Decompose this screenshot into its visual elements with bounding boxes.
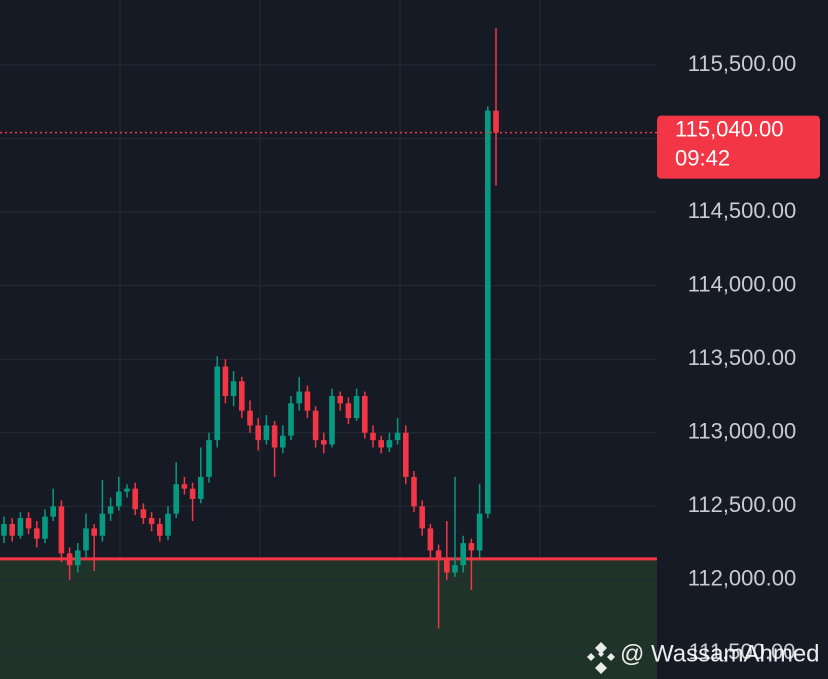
candle-body [25, 518, 32, 529]
candle-body [83, 528, 89, 551]
candle-body [140, 509, 147, 519]
candle-body [288, 403, 294, 436]
candle-body [444, 557, 450, 573]
candle-body [353, 395, 360, 419]
candle-body [386, 440, 393, 448]
candle-body [66, 553, 73, 566]
candle-body [99, 513, 106, 536]
y-tick-label: 114,000.00 [688, 271, 796, 296]
candle-body [427, 528, 434, 551]
candle-body [165, 513, 171, 536]
candle-body [329, 395, 335, 445]
candle-body [132, 488, 138, 510]
candle-body [493, 110, 499, 133]
candle-body [280, 435, 286, 448]
last-price-box [657, 115, 820, 179]
support-zone [0, 558, 657, 679]
candle-body [394, 432, 401, 441]
candle-body [345, 403, 352, 419]
candle-body [304, 391, 311, 411]
candle-body [50, 506, 56, 517]
candle-body [476, 513, 483, 551]
candle-body [42, 516, 48, 539]
candle-body [435, 550, 442, 558]
candle-body [181, 484, 188, 489]
candle-body [214, 366, 220, 441]
y-tick-label: 113,000.00 [688, 419, 796, 444]
candle-body [337, 395, 343, 404]
candle-body [189, 488, 196, 499]
y-tick-label: 114,500.00 [688, 198, 796, 223]
candle-body [312, 410, 319, 441]
candle-body [230, 381, 237, 396]
candle-body [411, 476, 417, 507]
candle-body [116, 491, 122, 507]
watermark-logo [587, 642, 615, 674]
candle-body [271, 425, 278, 448]
candle-body [157, 523, 163, 536]
candle-body [198, 476, 204, 499]
candle-body [460, 543, 466, 566]
candle-body [1, 523, 7, 536]
candle-body [58, 506, 65, 554]
candle-body [255, 425, 261, 441]
candle-body [222, 366, 229, 396]
candle-body [263, 425, 270, 441]
candle-body [206, 440, 212, 477]
y-tick-label: 113,500.00 [688, 345, 796, 370]
candle-body [239, 381, 245, 411]
candle-body [362, 395, 368, 433]
watermark: @ WassamAhmed [587, 640, 820, 674]
candle-body [9, 523, 15, 536]
candle-body [124, 488, 130, 492]
countdown-label: 09:42 [675, 145, 730, 170]
candle-body [17, 518, 24, 536]
y-tick-label: 115,500.00 [688, 51, 796, 76]
candle-body [75, 550, 81, 566]
candle-body [296, 391, 302, 404]
candle-body [403, 432, 409, 477]
candle-body [419, 506, 425, 529]
candle-body [468, 543, 475, 551]
candle-body [247, 410, 253, 426]
candle-body [321, 440, 327, 445]
y-tick-label: 112,500.00 [688, 492, 796, 517]
candle-body [370, 432, 376, 441]
candle-body [378, 440, 384, 448]
y-tick-label: 111,500.00 [689, 639, 796, 664]
candle-body [91, 528, 97, 536]
candle-body [173, 484, 179, 514]
y-tick-label: 112,000.00 [688, 566, 796, 591]
watermark-text: @ WassamAhmed [620, 640, 820, 667]
candle-body [452, 565, 458, 573]
last-price-label: 115,040.00 [675, 116, 783, 141]
candle-body [148, 518, 155, 524]
candle-body [485, 110, 491, 514]
candle-body [107, 506, 114, 514]
candle-body [34, 528, 40, 539]
